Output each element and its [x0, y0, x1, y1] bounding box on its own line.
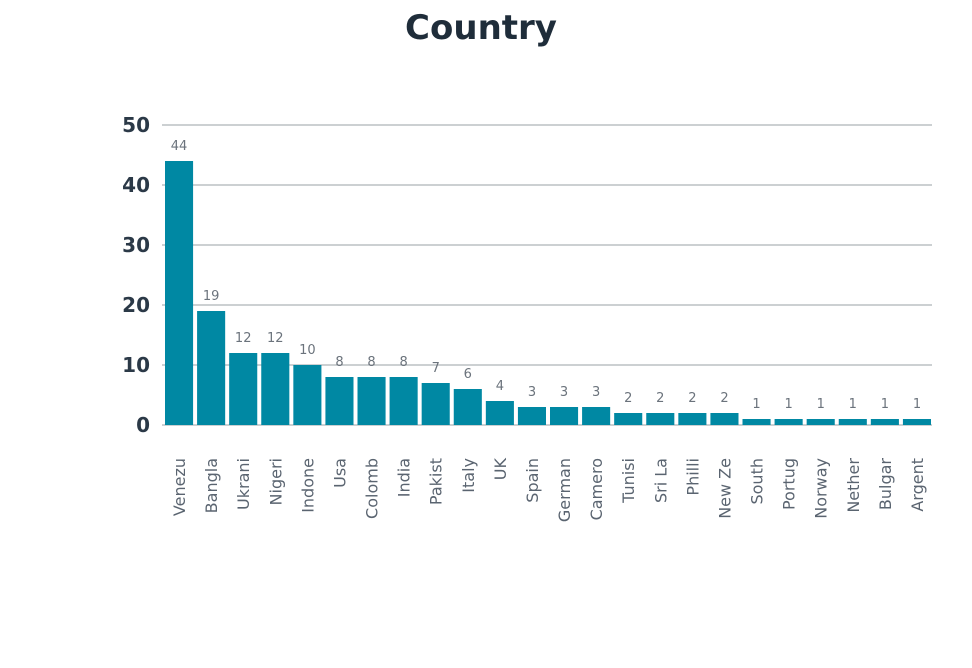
data-label: 4	[496, 379, 504, 394]
data-label: 2	[624, 391, 632, 406]
y-tick-label: 40	[122, 173, 150, 197]
y-tick-label: 50	[122, 113, 150, 137]
data-label: 12	[267, 331, 284, 346]
y-tick-label: 20	[122, 293, 150, 317]
x-tick-label: South	[748, 458, 767, 505]
data-label: 2	[656, 391, 664, 406]
bar	[325, 377, 354, 425]
bar	[614, 413, 643, 425]
x-tick-label: Camero	[587, 458, 606, 520]
data-label: 1	[913, 397, 921, 412]
x-tick-label: Argent	[908, 458, 927, 512]
y-tick-label: 10	[122, 353, 150, 377]
x-tick-label: Italy	[459, 458, 478, 493]
x-tick-label: India	[395, 458, 414, 497]
bar	[197, 311, 226, 425]
data-label: 19	[203, 289, 220, 304]
bar	[678, 413, 707, 425]
x-tick-label: Colomb	[363, 458, 382, 519]
bar	[582, 407, 611, 425]
y-tick-label: 0	[136, 413, 150, 437]
y-axis-ticks: 0 10 20 30 40 50	[122, 113, 150, 437]
bar	[838, 419, 867, 425]
x-tick-label: Sri La	[651, 458, 670, 503]
bar	[710, 413, 739, 425]
data-label: 3	[528, 385, 536, 400]
data-label: 7	[432, 361, 440, 376]
x-tick-label: Spain	[523, 458, 542, 503]
bar	[421, 383, 450, 425]
bar	[902, 419, 931, 425]
x-tick-label: Norway	[812, 458, 831, 519]
bar	[550, 407, 579, 425]
data-label: 8	[399, 355, 407, 370]
data-label: 2	[688, 391, 696, 406]
x-tick-label: Pakist	[427, 458, 446, 505]
data-label: 1	[881, 397, 889, 412]
bar	[453, 389, 482, 425]
x-tick-label: UK	[491, 457, 510, 480]
bar	[646, 413, 675, 425]
data-labels: 44 19 12 12 10 8 8 8 7 6 4 3 3 3 2 2 2 2 1 1 1 1 1 1	[171, 139, 921, 412]
x-tick-label: Venezu	[170, 458, 189, 516]
bar	[261, 353, 290, 425]
bar	[870, 419, 899, 425]
bar	[806, 419, 835, 425]
data-label: 2	[720, 391, 728, 406]
x-tick-label: Tunisi	[619, 458, 638, 504]
x-tick-label: Bulgar	[876, 458, 895, 511]
data-label: 8	[367, 355, 375, 370]
bar	[389, 377, 418, 425]
x-tick-label: Indone	[298, 458, 317, 513]
bar	[485, 401, 514, 425]
bar	[229, 353, 258, 425]
chart-title: Country	[405, 8, 557, 48]
bar	[357, 377, 386, 425]
bar	[774, 419, 803, 425]
bars	[165, 161, 931, 425]
data-label: 1	[817, 397, 825, 412]
x-tick-label: Nigeri	[266, 458, 285, 505]
y-tick-label: 30	[122, 233, 150, 257]
x-tick-label: Usa	[330, 458, 349, 488]
x-tick-label: Bangla	[202, 458, 221, 513]
data-label: 1	[784, 397, 792, 412]
x-tick-label: Philli	[683, 458, 702, 496]
bar	[165, 161, 194, 425]
x-tick-label: New Ze	[715, 458, 734, 519]
x-tick-label: Nether	[844, 458, 863, 513]
bar	[517, 407, 546, 425]
bar	[293, 365, 322, 425]
x-tick-label: Portug	[780, 458, 799, 510]
data-label: 44	[171, 139, 188, 154]
x-tick-label: German	[555, 458, 574, 522]
data-label: 1	[752, 397, 760, 412]
data-label: 8	[335, 355, 343, 370]
data-label: 1	[849, 397, 857, 412]
x-tick-label: Ukrani	[234, 458, 253, 510]
data-label: 3	[592, 385, 600, 400]
data-label: 6	[464, 367, 472, 382]
bar	[742, 419, 771, 425]
data-label: 12	[235, 331, 252, 346]
gridlines	[162, 124, 932, 426]
x-axis-ticks: Venezu Bangla Ukrani Nigeri Indone Usa Colomb I…	[170, 457, 927, 522]
data-label: 10	[299, 343, 316, 358]
data-label: 3	[560, 385, 568, 400]
